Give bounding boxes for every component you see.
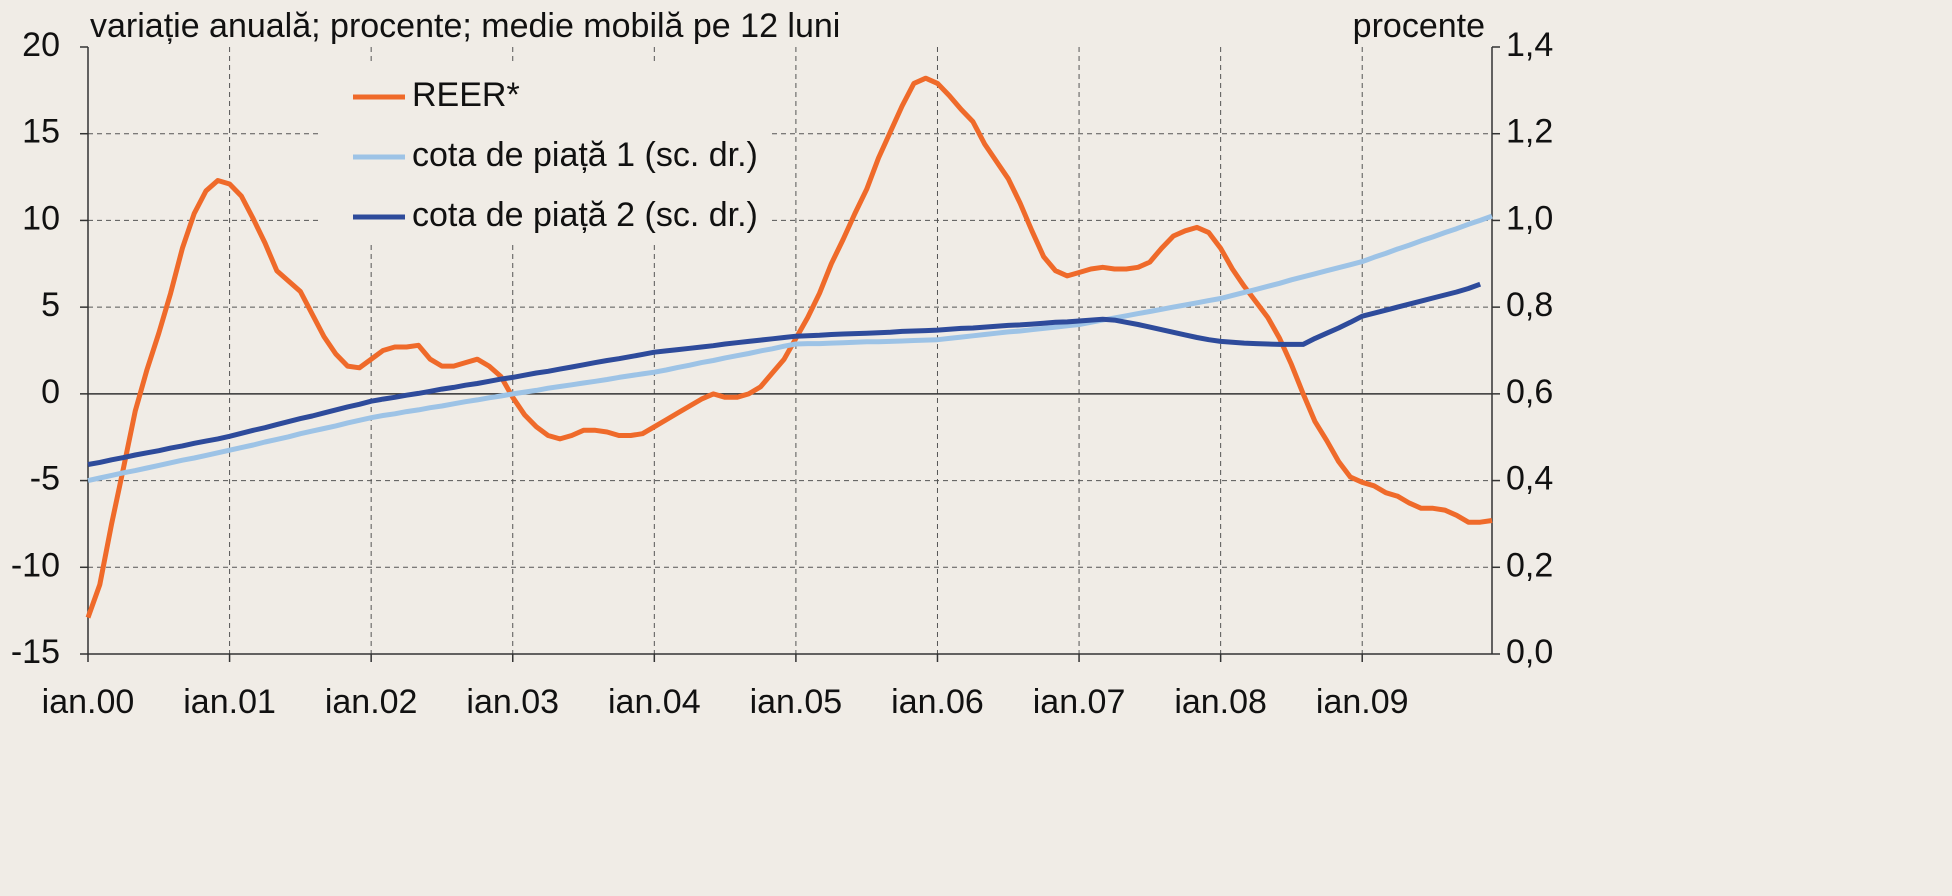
y2-tick-label: 0,4 bbox=[1506, 460, 1553, 498]
x-tick-label: ian.04 bbox=[608, 683, 701, 721]
legend-box bbox=[318, 62, 770, 242]
y-tick-label: -10 bbox=[11, 546, 60, 584]
x-tick-label: ian.00 bbox=[42, 683, 135, 721]
y2-tick-label: 0,0 bbox=[1506, 633, 1553, 671]
x-tick-label: ian.03 bbox=[466, 683, 559, 721]
y-tick-label: -5 bbox=[30, 460, 60, 498]
y2-axis-title: procente bbox=[1353, 7, 1485, 45]
y-tick-label: 20 bbox=[22, 26, 60, 64]
x-tick-label: ian.08 bbox=[1174, 683, 1267, 721]
series-line bbox=[87, 213, 1493, 484]
y-axis-title: variație anuală; procente; medie mobilă … bbox=[90, 7, 840, 45]
x-tick-label: ian.06 bbox=[891, 683, 984, 721]
y2-tick-label: 1,0 bbox=[1506, 199, 1553, 237]
y-tick-label: 10 bbox=[22, 199, 60, 237]
legend-label: cota de piață 2 (sc. dr.) bbox=[412, 196, 758, 234]
x-tick-label: ian.05 bbox=[750, 683, 843, 721]
series-line bbox=[85, 75, 1493, 619]
y2-tick-label: 1,2 bbox=[1506, 113, 1553, 151]
y-tick-label: 15 bbox=[22, 113, 60, 151]
y2-tick-label: 0,2 bbox=[1506, 546, 1553, 584]
y2-tick-label: 0,6 bbox=[1506, 373, 1553, 411]
x-tick-label: ian.02 bbox=[325, 683, 418, 721]
y-tick-label: 0 bbox=[41, 373, 60, 411]
y2-tick-label: 1,4 bbox=[1506, 26, 1553, 64]
y-tick-label: -15 bbox=[11, 633, 60, 671]
x-tick-label: ian.09 bbox=[1316, 683, 1409, 721]
series-line bbox=[87, 281, 1482, 467]
y-tick-label: 5 bbox=[41, 286, 60, 324]
x-tick-label: ian.01 bbox=[183, 683, 276, 721]
y2-tick-label: 0,8 bbox=[1506, 286, 1553, 324]
x-tick-label: ian.07 bbox=[1033, 683, 1126, 721]
legend-label: REER* bbox=[412, 76, 520, 114]
legend-label: cota de piață 1 (sc. dr.) bbox=[412, 136, 758, 174]
